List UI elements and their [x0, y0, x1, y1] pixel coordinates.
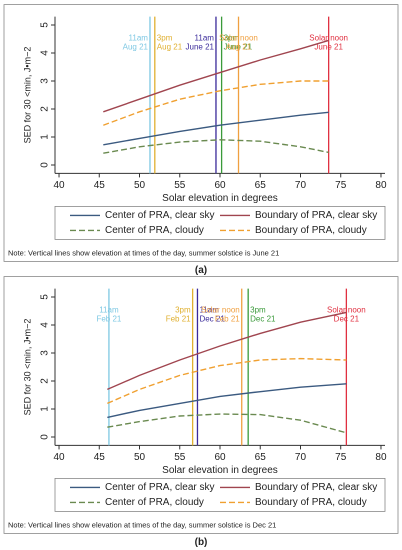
- x-tick-label: 55: [174, 452, 186, 463]
- x-tick-label: 75: [335, 452, 347, 463]
- x-tick-label: 45: [94, 180, 106, 191]
- vertical-line-label: Aug 21: [226, 43, 252, 52]
- caption: (b): [195, 537, 208, 548]
- series-line: [107, 311, 347, 391]
- vertical-line-label: 3pm: [224, 34, 240, 43]
- x-axis-title: Solar elevation in degrees: [162, 193, 278, 204]
- legend-label: Center of PRA, cloudy: [105, 225, 204, 236]
- legend-box: [54, 477, 386, 512]
- series-line: [103, 80, 329, 126]
- x-tick-label: 75: [335, 180, 347, 191]
- vertical-line-label: Solar noon: [201, 306, 240, 315]
- vertical-line-label: Feb 21: [96, 315, 121, 324]
- series-line: [107, 357, 347, 405]
- y-tick-label: 4: [40, 50, 51, 56]
- vertical-line-label: Dec 21: [250, 315, 276, 324]
- x-tick-label: 40: [53, 180, 65, 191]
- series-line: [103, 39, 329, 113]
- y-tick-label: 0: [40, 434, 51, 440]
- vertical-line-label: Solar noon: [327, 306, 366, 315]
- y-axis-title: SED for 30 <min, J•m−2: [22, 47, 32, 144]
- x-tick-label: 65: [255, 180, 267, 191]
- y-tick-label: 2: [40, 106, 51, 112]
- vertical-line-label: Dec 21: [334, 315, 360, 324]
- legend-label: Boundary of PRA, clear sky: [255, 210, 377, 221]
- vertical-line-label: 11am: [129, 34, 149, 43]
- x-tick-label: 55: [174, 180, 186, 191]
- legend-box: [54, 205, 386, 240]
- vertical-line-label: Aug 21: [157, 43, 183, 52]
- x-tick-label: 65: [255, 452, 267, 463]
- x-tick-label: 60: [214, 180, 226, 191]
- x-tick-label: 50: [134, 180, 146, 191]
- caption: (a): [195, 265, 207, 276]
- note: Note: Vertical lines show elevation at t…: [8, 248, 279, 257]
- legend-label: Boundary of PRA, cloudy: [255, 225, 367, 236]
- vertical-line-label: June 21: [186, 43, 215, 52]
- x-axis-title: Solar elevation in degrees: [162, 465, 278, 476]
- x-tick-label: 80: [375, 452, 387, 463]
- x-tick-label: 70: [295, 180, 307, 191]
- series-line: [103, 111, 329, 146]
- x-tick-label: 70: [295, 452, 307, 463]
- y-tick-label: 3: [40, 78, 51, 84]
- y-tick-label: 4: [40, 322, 51, 328]
- x-tick-label: 80: [375, 180, 387, 191]
- vertical-line-label: 11am: [99, 306, 119, 315]
- vertical-line-label: Solar noon: [309, 34, 348, 43]
- vertical-line-label: June 21: [314, 43, 343, 52]
- series-line: [107, 413, 347, 434]
- series-line: [107, 383, 347, 419]
- y-tick-label: 2: [40, 378, 51, 384]
- y-tick-label: 1: [40, 134, 51, 140]
- x-tick-label: 40: [53, 452, 65, 463]
- x-tick-label: 60: [214, 452, 226, 463]
- y-tick-label: 1: [40, 406, 51, 412]
- vertical-line-label: 3pm: [175, 306, 191, 315]
- legend-label: Boundary of PRA, clear sky: [255, 482, 377, 493]
- y-tick-label: 5: [40, 22, 51, 28]
- vertical-line-label: 3pm: [250, 306, 266, 315]
- chart-frame: [3, 4, 399, 262]
- series-line: [103, 139, 329, 154]
- y-tick-label: 0: [40, 162, 51, 168]
- vertical-line-label: 3pm: [157, 34, 173, 43]
- legend-label: Center of PRA, clear sky: [105, 482, 214, 493]
- chart-frame: [3, 276, 399, 534]
- legend-label: Center of PRA, clear sky: [105, 210, 214, 221]
- vertical-line-label: Dec 21: [199, 315, 225, 324]
- y-tick-label: 3: [40, 350, 51, 356]
- vertical-line-label: Solar noon: [219, 34, 258, 43]
- vertical-line-label: Feb 21: [166, 315, 191, 324]
- vertical-line-label: Aug 21: [123, 43, 149, 52]
- vertical-line-label: 11am: [199, 306, 219, 315]
- y-tick-label: 5: [40, 294, 51, 300]
- x-tick-label: 50: [134, 452, 146, 463]
- vertical-line-label: 11am: [195, 34, 215, 43]
- note: Note: Vertical lines show elevation at t…: [8, 520, 276, 529]
- x-tick-label: 45: [94, 452, 106, 463]
- legend-label: Boundary of PRA, cloudy: [255, 497, 367, 508]
- y-axis-title: SED for 30 <min, J•m−2: [22, 319, 32, 416]
- vertical-line-label: Feb 21: [215, 315, 240, 324]
- legend-label: Center of PRA, cloudy: [105, 497, 204, 508]
